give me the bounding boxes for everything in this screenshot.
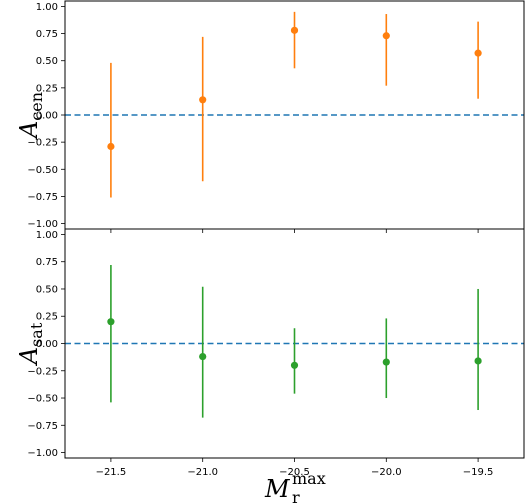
top-y-axis-label: Acen [15,92,46,140]
x-tick-label: −20.5 [279,467,310,478]
bottom-data-point [290,361,299,369]
top-y-tick-label: −0.50 [27,165,58,176]
top-data-point [382,32,390,40]
bottom-y-tick-label: 1.00 [36,230,58,241]
x-axis-label-subscript: r [292,488,300,504]
x-tick-label: −21.0 [187,467,218,478]
bottom-y-tick-label: 0.00 [36,339,58,350]
bottom-y-tick-label: −1.00 [27,448,58,459]
top-y-tick-label: 0.00 [36,111,58,122]
x-axis-label-superscript: max [292,469,326,488]
top-data-point [107,142,115,151]
bottom-y-tick-label: −0.25 [27,366,58,377]
top-data-point [290,26,299,34]
x-tick-label: −20.0 [371,467,402,478]
x-tick-label: −21.5 [96,467,127,478]
top-y-tick-label: −1.00 [27,219,58,230]
top-y-tick-label: −0.75 [27,192,58,203]
bottom-data-point [474,357,482,365]
bottom-y-axis-label: Asat [15,322,46,366]
top-y-tick-label: 0.25 [36,83,58,94]
top-y-tick-label: −0.25 [27,138,58,149]
bottom-y-tick-label: 0.75 [36,257,58,268]
bottom-y-tick-label: 0.50 [36,284,58,295]
top-y-tick-label: 0.75 [36,29,58,40]
top-data-point [199,96,207,104]
x-tick-label: −19.5 [463,467,494,478]
top-y-tick-label: 0.50 [36,56,58,67]
bottom-data-point [199,352,207,361]
bottom-y-tick-label: −0.50 [27,394,58,405]
bottom-data-point [107,318,115,326]
bottom-data-point [382,358,390,366]
bottom-y-tick-label: 0.25 [36,312,58,323]
x-axis-label: M [264,475,291,503]
top-data-point [474,49,482,57]
top-y-tick-label: 1.00 [36,2,58,13]
bottom-axes-frame [64,228,525,459]
bottom-y-tick-label: −0.75 [27,421,58,432]
